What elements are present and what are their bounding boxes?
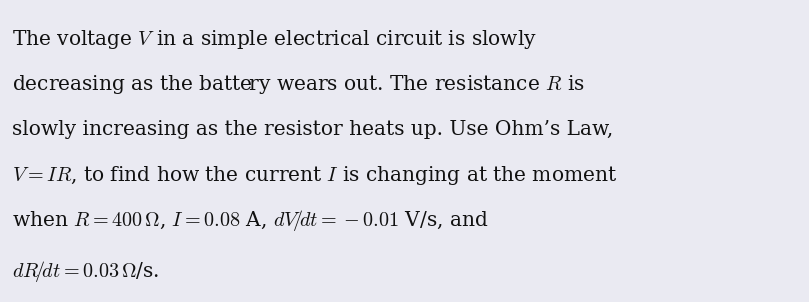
Text: $V = IR$, to find how the current $I$ is changing at the moment: $V = IR$, to find how the current $I$ is… [12, 164, 617, 187]
Text: when $R = 400\,\Omega$, $I = 0.08$ A, $dV\!/\!dt = -0.01$ V/s, and: when $R = 400\,\Omega$, $I = 0.08$ A, $d… [12, 208, 489, 233]
Text: The voltage $V$ in a simple electrical circuit is slowly: The voltage $V$ in a simple electrical c… [12, 28, 537, 51]
Text: decreasing as the batte$\!$ry wears out. The resistance $R$ is: decreasing as the batte$\!$ry wears out.… [12, 73, 585, 96]
Text: slowly increasing as the resistor heats up. Use Ohm’s Law,: slowly increasing as the resistor heats … [12, 120, 613, 139]
Text: $dR\!/\!dt = 0.03\,\Omega$/s.: $dR\!/\!dt = 0.03\,\Omega$/s. [12, 259, 159, 284]
